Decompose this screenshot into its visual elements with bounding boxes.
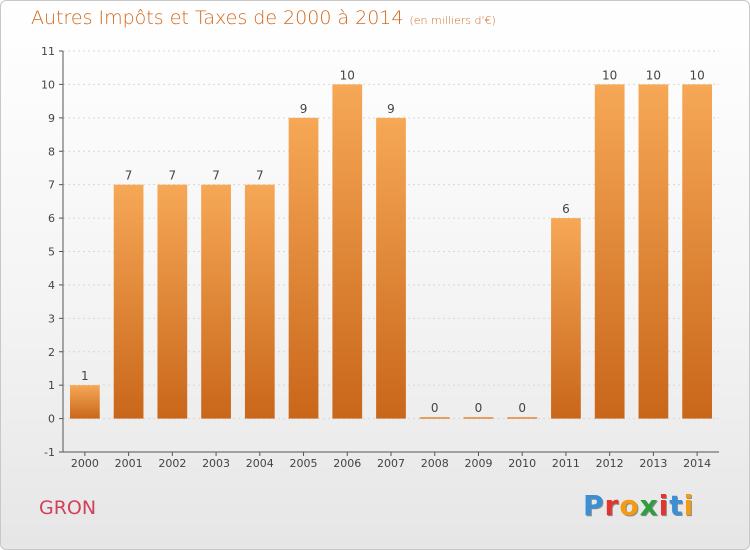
bar-value-label: 10 xyxy=(340,68,355,82)
bar-2012 xyxy=(594,84,625,419)
y-tick-label: 11 xyxy=(41,45,55,58)
x-tick-label: 2001 xyxy=(115,457,143,470)
bar-value-label: 7 xyxy=(256,169,264,183)
y-tick-label: 2 xyxy=(48,346,55,359)
y-tick-label: 6 xyxy=(48,212,55,225)
x-tick-label: 2007 xyxy=(377,457,405,470)
bar-value-label: 9 xyxy=(300,102,308,116)
y-tick-label: 0 xyxy=(48,413,55,426)
bar-value-label: 10 xyxy=(689,68,704,82)
y-tick-label: 8 xyxy=(48,145,55,158)
bar-2000 xyxy=(69,385,100,419)
y-tick-label: 7 xyxy=(48,179,55,192)
proxiti-logo[interactable]: Proxiti xyxy=(583,489,694,522)
bar-2003 xyxy=(201,184,231,419)
x-tick-label: 2005 xyxy=(290,457,318,470)
y-tick-label: 4 xyxy=(48,279,55,292)
bar-2008 xyxy=(419,417,450,419)
x-tick-label: 2000 xyxy=(71,457,99,470)
bar-2006 xyxy=(332,84,363,419)
logo-letter: i xyxy=(658,489,670,522)
y-tick-label: 5 xyxy=(48,246,55,259)
x-tick-label: 2013 xyxy=(639,457,667,470)
bar-value-label: 10 xyxy=(602,68,617,82)
bar-value-label: 9 xyxy=(387,102,395,116)
logo-letter: x xyxy=(639,489,659,522)
x-tick-label: 2006 xyxy=(333,457,361,470)
bar-2011 xyxy=(551,218,581,419)
chart-unit: (en milliers d'€) xyxy=(409,14,496,27)
bar-value-label: 6 xyxy=(562,202,570,216)
x-tick-label: 2004 xyxy=(246,457,274,470)
bar-2009 xyxy=(463,417,494,419)
bar-2014 xyxy=(682,84,713,419)
logo-letter: P xyxy=(583,489,605,522)
bar-2002 xyxy=(157,184,188,419)
bar-value-label: 0 xyxy=(475,401,483,415)
y-tick-label: 9 xyxy=(48,112,55,125)
y-tick-label: 1 xyxy=(48,379,55,392)
bar-2007 xyxy=(376,117,406,419)
bar-2004 xyxy=(244,184,275,419)
logo-letter: i xyxy=(683,489,695,522)
commune-name: GRON xyxy=(39,497,97,519)
bar-2010 xyxy=(507,417,538,419)
x-tick-label: 2008 xyxy=(421,457,449,470)
bar-value-label: 7 xyxy=(125,169,133,183)
x-tick-label: 2010 xyxy=(508,457,536,470)
bar-2005 xyxy=(288,117,319,419)
logo-letter: o xyxy=(619,489,640,522)
y-tick-label: 10 xyxy=(41,78,55,91)
bar-value-label: 1 xyxy=(81,369,89,383)
bar-value-label: 0 xyxy=(431,401,439,415)
x-tick-label: 2011 xyxy=(552,457,580,470)
logo-letter: r xyxy=(604,489,620,522)
y-tick-label: -1 xyxy=(44,446,55,459)
bar-value-label: 7 xyxy=(212,169,220,183)
bar-2001 xyxy=(113,184,144,419)
bar-2013 xyxy=(638,84,669,419)
x-tick-label: 2014 xyxy=(683,457,711,470)
chart-title-text: Autres Impôts et Taxes de 2000 à 2014 xyxy=(31,7,404,29)
chart-title: Autres Impôts et Taxes de 2000 à 2014 (en… xyxy=(31,7,496,29)
bar-value-label: 7 xyxy=(169,169,177,183)
logo-letter: t xyxy=(669,489,684,522)
x-tick-label: 2009 xyxy=(464,457,492,470)
bar-value-label: 10 xyxy=(646,68,661,82)
y-tick-label: 3 xyxy=(48,312,55,325)
x-tick-label: 2003 xyxy=(202,457,230,470)
x-tick-label: 2012 xyxy=(596,457,624,470)
bar-value-label: 0 xyxy=(518,401,526,415)
x-tick-label: 2002 xyxy=(158,457,186,470)
